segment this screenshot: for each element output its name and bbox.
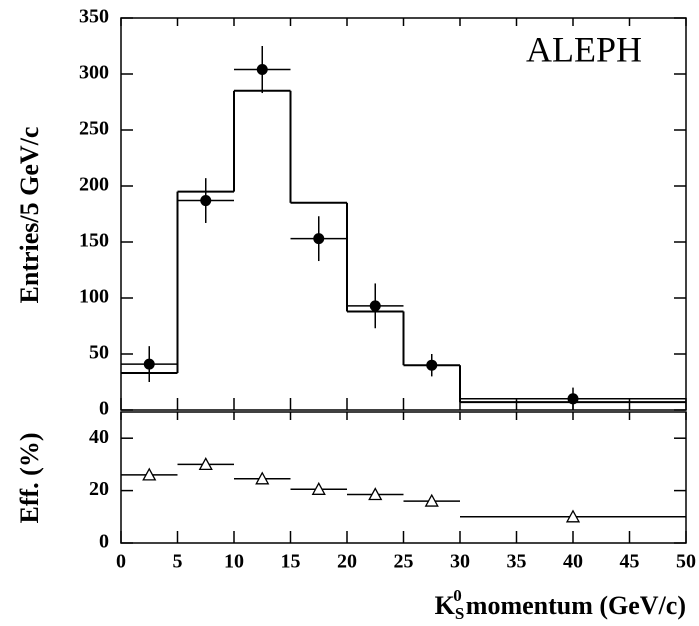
data-point	[368, 487, 383, 501]
x-tick-label: 0	[116, 551, 126, 573]
data-point	[311, 481, 326, 495]
y-tick-label: 200	[79, 174, 109, 196]
y-tick-label: 50	[89, 342, 109, 364]
data-point	[255, 471, 270, 485]
y-tick-label: 20	[89, 478, 109, 500]
data-point	[313, 233, 325, 245]
y-tick-label: 350	[79, 6, 109, 28]
data-point	[200, 195, 212, 207]
x-label-sup: 0	[453, 586, 462, 605]
x-tick-label: 30	[450, 551, 470, 573]
y-tick-label: 0	[99, 398, 109, 420]
y-tick-label: 0	[99, 531, 109, 553]
y-tick-label: 40	[89, 426, 109, 448]
data-point	[143, 358, 155, 370]
y-tick-label: 150	[79, 230, 109, 252]
x-label-rest: momentum (GeV/c)	[466, 591, 686, 620]
x-label-sub: S	[455, 604, 464, 623]
x-tick-label: 50	[676, 551, 696, 573]
x-axis-label: KS0 momentum (GeV/c)	[435, 586, 686, 623]
y-axis-label: Eff. (%)	[15, 433, 44, 524]
x-tick-label: 25	[394, 551, 414, 573]
y-tick-label: 100	[79, 286, 109, 308]
data-point	[567, 393, 579, 405]
y-axis-label: Entries/5 GeV/c	[15, 127, 44, 304]
y-tick-label: 250	[79, 118, 109, 140]
x-tick-label: 20	[337, 551, 357, 573]
data-point	[426, 359, 438, 371]
data-point	[142, 467, 157, 481]
x-label-main: K	[435, 591, 456, 620]
x-tick-label: 40	[563, 551, 583, 573]
y-tick-label: 300	[79, 62, 109, 84]
data-point	[198, 457, 213, 471]
data-point	[369, 300, 381, 312]
x-tick-label: 45	[620, 551, 640, 573]
x-tick-label: 5	[173, 551, 183, 573]
plot-frame	[120, 411, 687, 544]
x-tick-label: 15	[281, 551, 301, 573]
x-tick-label: 10	[224, 551, 244, 573]
annotation: ALEPH	[526, 29, 642, 69]
data-point	[424, 493, 439, 507]
data-point	[256, 64, 268, 76]
data-point	[565, 509, 581, 523]
x-tick-label: 35	[507, 551, 527, 573]
